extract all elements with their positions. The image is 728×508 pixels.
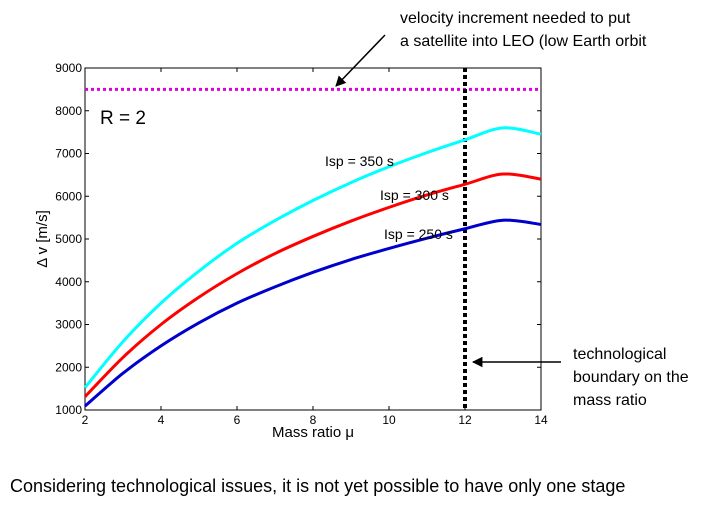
x-tick-label: 2	[82, 413, 89, 427]
series-line-isp-300	[83, 172, 542, 398]
y-tick-label: 1000	[55, 403, 82, 417]
x-tick-label: 10	[382, 413, 396, 427]
x-axis-label: Mass ratio μ	[272, 424, 354, 441]
boundary-annotation-line-3: mass ratio	[573, 392, 647, 409]
plot-area	[84, 67, 542, 411]
chart: 2 4 6 8 10 12 14 1000 2000 3000 4000 5000 6000 7000 80…	[34, 10, 689, 441]
leo-annotation-line-2: a satellite into LEO (low Earth orbit	[400, 33, 647, 50]
series-label-300: Isp = 300 s	[380, 187, 449, 203]
series-line-isp-250	[84, 218, 542, 408]
leo-annotation-line-1: velocity increment needed to put	[400, 10, 631, 27]
series-label-250: Isp = 250 s	[384, 226, 453, 242]
x-tick-label: 8	[310, 413, 317, 427]
caption: Considering technological issues, it is …	[10, 476, 626, 496]
series-line-isp-350	[83, 126, 542, 389]
y-axis-label: Δ v [m/s]	[34, 210, 51, 268]
y-tick-label: 9000	[55, 61, 82, 75]
boundary-annotation-line-2: boundary on the	[573, 369, 689, 386]
parameter-label: R = 2	[100, 108, 146, 129]
x-tick-label: 6	[234, 413, 241, 427]
x-tick-label: 12	[458, 413, 472, 427]
x-tick-label: 4	[158, 413, 165, 427]
y-tick-label: 5000	[55, 232, 82, 246]
boundary-annotation-line-1: technological	[573, 346, 666, 363]
y-tick-label: 2000	[55, 360, 82, 374]
y-tick-label: 3000	[55, 318, 82, 332]
y-tick-label: 8000	[55, 104, 82, 118]
y-tick-label: 7000	[55, 147, 82, 161]
leo-annotation-arrow	[335, 34, 386, 87]
y-tick-label: 4000	[55, 275, 82, 289]
y-tick-label: 6000	[55, 189, 82, 203]
x-tick-label: 14	[534, 413, 548, 427]
series-label-350: Isp = 350 s	[325, 153, 394, 169]
